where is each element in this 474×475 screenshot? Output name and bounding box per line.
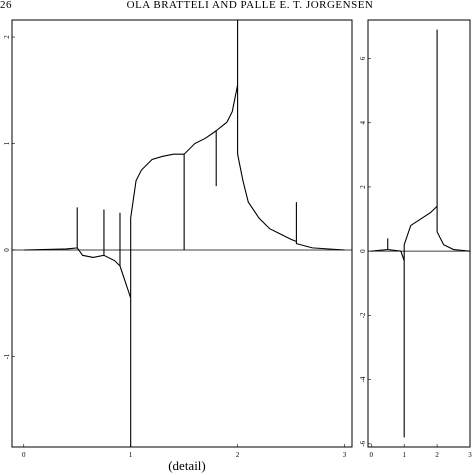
running-head: OLA BRATTELI AND PALLE E. T. JORGENSEN — [127, 0, 374, 11]
y-tick-label: 0 — [3, 248, 11, 252]
y-tick-label: 2 — [359, 185, 367, 189]
y-tick-label: 0 — [359, 249, 367, 253]
x-tick-label: 2 — [435, 451, 439, 459]
curve — [23, 20, 345, 447]
x-tick-label: 3 — [343, 451, 347, 459]
y-tick-label: 1 — [3, 141, 11, 145]
x-tick-label: 0 — [22, 451, 26, 459]
y-tick-label: 6 — [359, 56, 367, 60]
x-tick-label: 1 — [402, 451, 406, 459]
y-tick-label: -4 — [359, 376, 367, 382]
plot-frame — [367, 19, 471, 448]
x-tick-label: 1 — [129, 451, 133, 459]
curve — [371, 29, 471, 438]
y-tick-label: -2 — [359, 312, 367, 318]
x-tick-label: 2 — [236, 451, 240, 459]
page-number: 26 — [0, 0, 12, 11]
caption: (detail) — [168, 458, 206, 473]
y-tick-label: -6 — [359, 440, 367, 446]
plot-frame — [11, 19, 353, 448]
y-tick-label: -1 — [3, 353, 11, 359]
y-tick-label: 4 — [359, 120, 367, 124]
x-tick-label: 0 — [370, 451, 374, 459]
y-tick-label: 2 — [3, 35, 11, 39]
x-tick-label: 3 — [468, 451, 472, 459]
